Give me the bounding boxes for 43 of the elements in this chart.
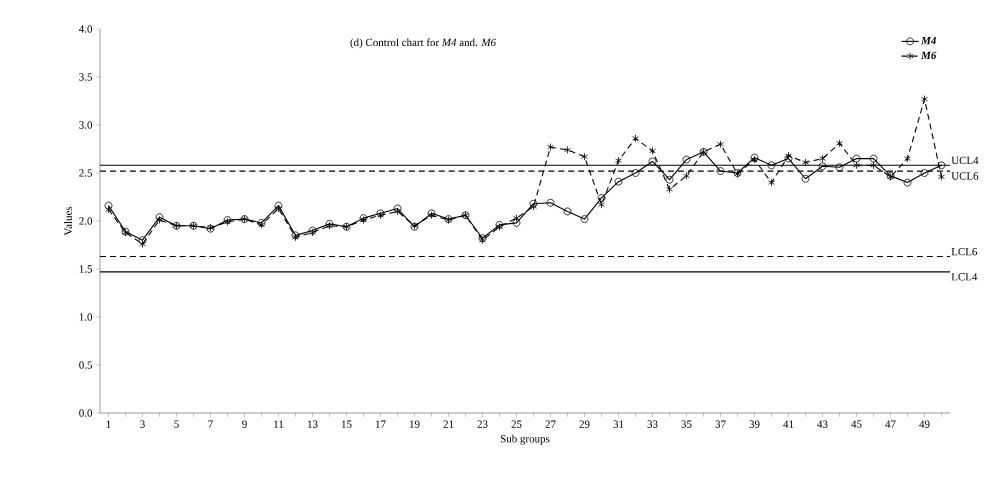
x-axis-title: Sub groups [500, 434, 550, 445]
y-tick-label: 2.0 [79, 217, 93, 225]
ref-line-label: LCL6 [951, 247, 978, 256]
x-tick-label: 7 [208, 420, 213, 428]
x-tick-label: 39 [749, 420, 760, 428]
x-tick-label: 11 [274, 420, 284, 428]
x-tick-label: 47 [885, 420, 896, 428]
y-tick-label: 2.5 [79, 169, 93, 177]
x-tick-label: 43 [817, 420, 828, 428]
x-tick-label: 25 [511, 420, 522, 428]
x-tick-label: 17 [375, 420, 386, 428]
x-tick-label: 13 [307, 420, 318, 428]
ref-line-label: UCL4 [951, 156, 979, 165]
x-tick-label: 33 [647, 420, 658, 428]
legend-label: M4 [920, 37, 936, 45]
text: (d) Control chart for M4 and. M6 [350, 38, 496, 49]
x-tick-label: 29 [579, 420, 590, 428]
y-tick-label: 0.5 [79, 361, 93, 369]
y-axis-title: Values [64, 206, 72, 236]
x-tick-label: 31 [613, 420, 624, 428]
x-tick-label: 35 [681, 420, 692, 428]
x-tick-label: 5 [174, 420, 179, 428]
x-tick-label: 1 [106, 420, 111, 428]
x-tick-label: 37 [715, 420, 726, 428]
legend-label: M6 [920, 51, 937, 60]
y-tick-label: 3.5 [79, 73, 93, 81]
x-tick-label: 45 [851, 420, 862, 428]
x-tick-label: 9 [242, 420, 247, 428]
x-tick-label: 49 [919, 420, 930, 428]
ref-line-label: UCL6 [951, 172, 979, 180]
x-tick-label: 19 [409, 420, 420, 428]
y-tick-label: 4.0 [79, 25, 93, 33]
y-tick-label: 1.5 [79, 265, 93, 273]
x-tick-label: 21 [443, 420, 454, 428]
x-tick-label: 27 [545, 420, 556, 428]
x-tick-label: 3 [140, 420, 145, 428]
y-tick-label: 1.0 [79, 313, 93, 321]
x-tick-label: 15 [341, 420, 352, 428]
x-tick-label: 41 [783, 420, 794, 428]
y-tick-label: 0.0 [79, 409, 93, 417]
y-tick-label: 3.0 [79, 121, 93, 129]
ref-line-label: LCL4 [951, 273, 978, 281]
x-tick-label: 23 [477, 420, 488, 428]
